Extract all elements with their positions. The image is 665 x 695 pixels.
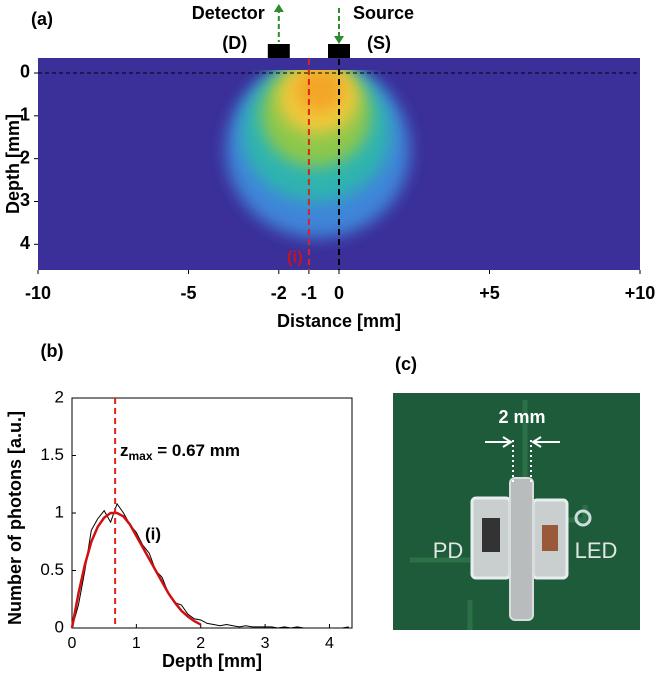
- pd-label: PD: [433, 538, 464, 563]
- series-line: [70, 511, 202, 629]
- led-label: LED: [575, 538, 618, 563]
- x-tick-label: 0: [334, 283, 344, 303]
- photo: 2 mm PD LED (c): [393, 354, 640, 630]
- panel-label: (b): [41, 341, 64, 361]
- curve-annotation: (i): [145, 524, 161, 543]
- probe: [328, 44, 350, 58]
- x-axis-label: Depth [mm]: [162, 651, 262, 671]
- scale-label: 2 mm: [498, 407, 545, 427]
- y-tick-label: 0.5: [40, 560, 64, 579]
- x-tick-label: 4: [325, 635, 334, 652]
- x-tick-label: +10: [625, 283, 656, 303]
- y-axis-label: Number of photons [a.u.]: [5, 411, 25, 625]
- y-tick-label: 1.5: [40, 445, 64, 464]
- zmax-annotation: zmax = 0.67 mm: [120, 441, 240, 463]
- x-tick-label: -1: [301, 283, 317, 303]
- probe-name: Detector: [192, 3, 265, 23]
- y-tick-label: 3: [20, 190, 30, 210]
- panel-label: (a): [31, 9, 53, 29]
- x-tick-label: 2: [196, 635, 205, 652]
- zmax-subscript: max: [129, 449, 153, 463]
- probe-arrow-head: [273, 4, 284, 12]
- probe-arrow-head: [334, 36, 344, 44]
- x-tick-label: -5: [180, 283, 196, 303]
- path-annotation: (i): [287, 247, 303, 266]
- x-tick-label: 1: [132, 635, 141, 652]
- y-axis-label: Depth [mm]: [3, 114, 23, 214]
- probe-label: (D): [222, 33, 247, 53]
- y-tick-label: 1: [20, 105, 30, 125]
- probe-label: (S): [367, 33, 391, 53]
- series-line: [71, 502, 349, 629]
- panel-label: (c): [395, 354, 417, 374]
- y-tick-label: 2: [20, 147, 30, 167]
- overlays: -10 -5 -2 -1 0 +5 +1001234(i)Detector(D)Source…: [3, 3, 656, 331]
- x-tick-label: 3: [261, 635, 270, 652]
- x-tick-label: -2: [271, 283, 287, 303]
- y-tick-label: 0: [20, 62, 30, 82]
- probe: [267, 44, 290, 58]
- x-tick-label: 0: [68, 635, 77, 652]
- y-tick-label: 0: [55, 617, 64, 636]
- probe-name: Source: [353, 3, 414, 23]
- photon-density: [226, 70, 410, 238]
- y-tick-label: 4: [20, 233, 30, 253]
- x-tick-label: -10: [25, 283, 51, 303]
- x-tick-label: +5: [479, 283, 500, 303]
- y-tick-label: 1: [55, 502, 64, 521]
- y-tick-label: 2: [55, 387, 64, 406]
- zmax-symbol: z: [120, 441, 129, 460]
- x-axis-label: Distance [mm]: [277, 311, 401, 331]
- zmax-value: = 0.67 mm: [153, 441, 240, 460]
